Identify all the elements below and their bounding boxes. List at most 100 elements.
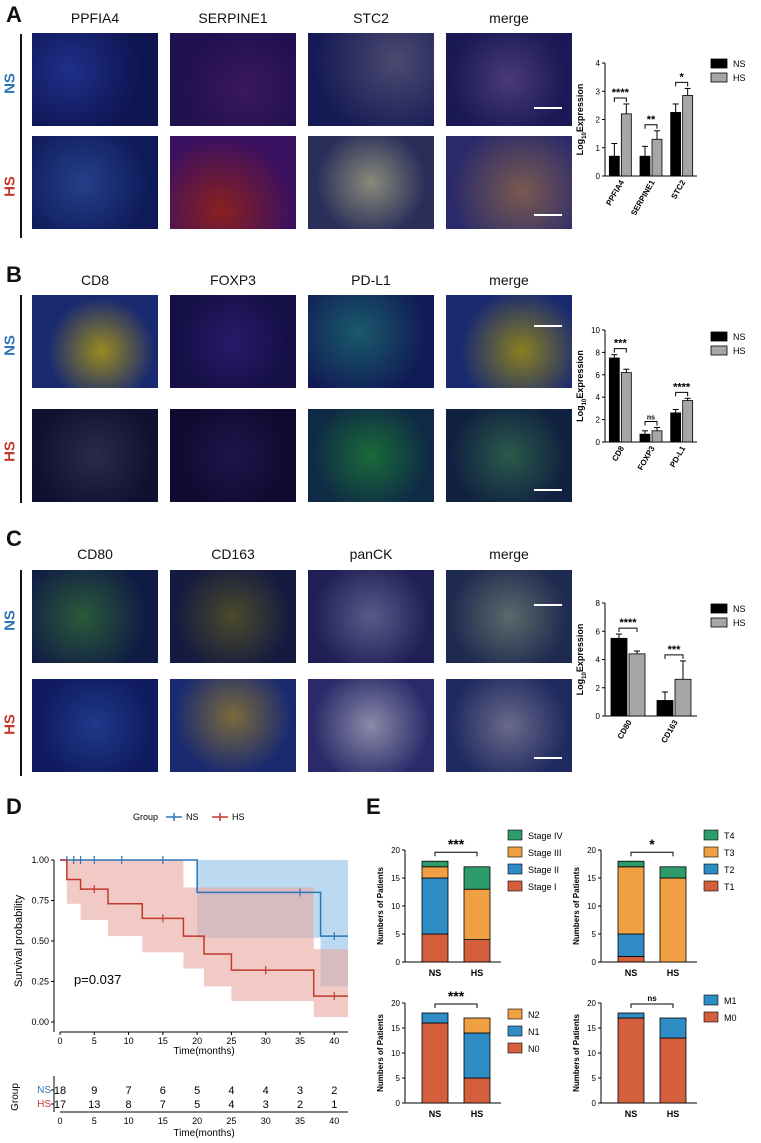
significance-label: ****	[612, 87, 630, 99]
micrograph-cd163-ns	[170, 570, 296, 663]
x-tick-label: 25	[226, 1036, 236, 1046]
risk-x-tick-label: 40	[329, 1116, 339, 1126]
risk-count: 5	[194, 1099, 200, 1111]
risk-row-label: HS	[37, 1099, 51, 1110]
x-tick-label: 30	[261, 1036, 271, 1046]
legend-label: T1	[724, 882, 735, 892]
legend-label: NS	[733, 332, 746, 342]
y-axis-label: Numbers of Patients	[376, 1014, 385, 1092]
channel-label: merge	[489, 10, 529, 26]
micrograph-pdl1-hs	[308, 409, 434, 502]
x-tick-label: CD8	[610, 444, 626, 463]
y-tick-label: 2	[596, 116, 601, 125]
legend-swatch	[710, 58, 728, 69]
y-tick-label: 0	[396, 958, 401, 967]
significance-bracket	[664, 654, 684, 659]
legend-swatch	[710, 345, 728, 356]
channel-label: FOXP3	[210, 272, 256, 288]
micrograph-ppfia4-ns	[32, 33, 158, 126]
legend-label: NS	[733, 604, 746, 614]
risk-x-tick-label: 35	[295, 1116, 305, 1126]
legend-label: Stage III	[528, 848, 562, 858]
bar-ns	[670, 412, 682, 443]
stack-segment	[617, 1012, 645, 1019]
channel-label: CD80	[77, 546, 113, 562]
y-tick-label: 4	[596, 59, 601, 68]
risk-x-tick-label: 25	[226, 1116, 236, 1126]
risk-count: 2	[297, 1099, 303, 1111]
legend-label: M0	[724, 1013, 737, 1023]
bar-ns	[656, 700, 674, 717]
x-tick-label: STC2	[669, 178, 687, 201]
significance-bracket	[644, 124, 658, 129]
bar-hs	[651, 138, 663, 177]
significance-bracket	[644, 420, 658, 426]
risk-x-tick-label: 20	[192, 1116, 202, 1126]
micrograph-cd80-ns	[32, 570, 158, 663]
micrograph-merge-hs	[446, 409, 572, 502]
survival-curve-ns	[60, 859, 348, 937]
micrograph-cd80-hs	[32, 679, 158, 772]
risk-x-tick-label: 5	[92, 1116, 97, 1126]
legend-label: N0	[528, 1044, 540, 1054]
stack-segment	[421, 933, 449, 963]
y-tick-label: 2	[596, 684, 601, 693]
survival-chart: Group NS HS0.000.250.500.751.000 5 10 15 20 25 3…	[10, 812, 348, 1139]
panel-label-a: A	[6, 2, 22, 27]
x-tick-label: HS	[667, 968, 680, 978]
stack-segment	[463, 866, 491, 890]
x-tick-label: NS	[429, 1109, 442, 1119]
y-tick-label: 2	[596, 416, 601, 425]
legend-swatch	[507, 829, 523, 841]
channel-label: merge	[489, 272, 529, 288]
risk-count: 7	[160, 1099, 166, 1111]
stack-segment	[617, 933, 645, 957]
y-tick-label: 5	[396, 1074, 401, 1083]
micrograph-cd163-hs	[170, 679, 296, 772]
bar-chart-b: Log10Expression 0 2 4 6 8 10 *** CD8 ns FOXP3 **** P…	[575, 326, 746, 472]
y-axis-label: Numbers of Patients	[572, 867, 581, 945]
micrograph-stc2-ns	[308, 33, 434, 126]
y-tick-label: 5	[592, 930, 597, 939]
legend-swatch	[710, 617, 728, 628]
y-tick-label: 4	[596, 656, 601, 665]
y-axis-label: Survival probability	[13, 894, 25, 987]
row-label-hs: HS	[1, 441, 19, 462]
y-tick-label: 20	[587, 999, 596, 1008]
x-tick-label: 35	[295, 1036, 305, 1046]
risk-table-title: Group	[10, 1083, 21, 1111]
y-tick-label: 5	[396, 930, 401, 939]
risk-count: 7	[126, 1085, 132, 1097]
legend-swatch	[507, 1008, 523, 1020]
bar-hs	[682, 95, 694, 177]
y-tick-label: 10	[587, 1049, 596, 1058]
x-tick-label: NS	[429, 968, 442, 978]
y-tick-label: 10	[587, 902, 596, 911]
y-tick-label: 20	[587, 846, 596, 855]
y-axis-label: Numbers of Patients	[376, 867, 385, 945]
legend-swatch	[507, 1025, 523, 1037]
legend-swatch	[703, 863, 719, 875]
bar-hs	[651, 430, 663, 443]
risk-count: 17	[54, 1099, 66, 1111]
y-tick-label: 0	[592, 1099, 597, 1108]
significance-label: **	[647, 114, 656, 126]
y-tick-label: 1.00	[31, 855, 49, 865]
stack-segment	[617, 866, 645, 935]
legend-title: Group	[133, 812, 158, 822]
x-tick-label: 15	[158, 1036, 168, 1046]
stack-segment	[617, 955, 645, 963]
legend-swatch	[703, 846, 719, 858]
stack-segment	[659, 866, 687, 879]
legend-label: NS	[186, 812, 199, 822]
group-divider	[20, 570, 22, 776]
stacked-bar-n: 0 5 10 15 20 Numbers of Patients NS HS *** N2 N1 N0	[376, 988, 540, 1119]
risk-x-tick-label: 10	[124, 1116, 134, 1126]
micrograph-panck-hs	[308, 679, 434, 772]
y-tick-label: 0.75	[31, 896, 49, 906]
y-tick-label: 10	[391, 902, 400, 911]
risk-count: 2	[331, 1085, 337, 1097]
row-label-hs: HS	[1, 176, 19, 197]
significance-bracket	[613, 348, 627, 353]
risk-x-tick-label: 0	[57, 1116, 62, 1126]
